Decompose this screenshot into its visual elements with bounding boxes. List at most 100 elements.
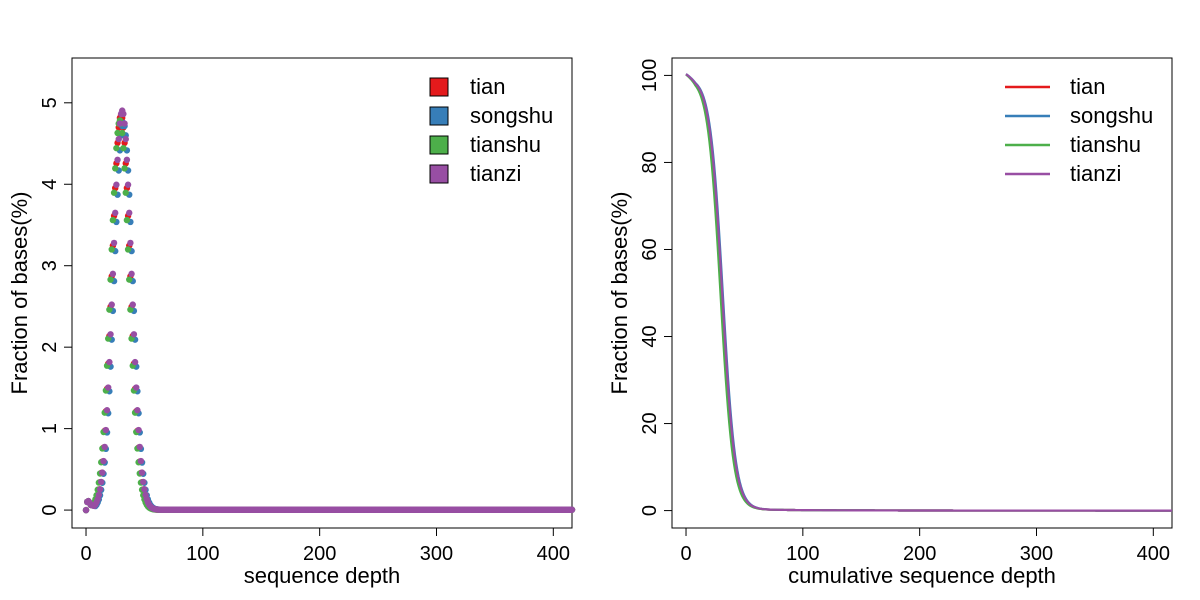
data-point <box>120 144 127 152</box>
data-point <box>124 246 132 253</box>
series-tianzi <box>82 107 576 514</box>
x-axis: 0 100 200 300 400 <box>80 527 570 565</box>
y-axis: 0 20 40 60 80 100 <box>639 59 673 516</box>
legend-swatch <box>429 106 449 126</box>
data-point <box>123 156 131 163</box>
data-point <box>96 486 104 493</box>
y-axis: 0 1 2 3 4 5 <box>39 97 73 516</box>
data-point <box>127 239 134 247</box>
y-tick-label: 0 <box>39 505 61 516</box>
data-point <box>109 216 117 224</box>
x-tick-label: 100 <box>186 543 219 565</box>
x-tick-label: 200 <box>903 543 936 565</box>
data-point <box>116 120 124 127</box>
data-point <box>113 181 120 188</box>
y-tick-label: 3 <box>39 260 61 271</box>
plot-frame <box>71 57 573 529</box>
data-point <box>108 246 115 253</box>
data-point <box>131 358 139 366</box>
y-tick-label: 2 <box>39 342 61 353</box>
x-axis-label: sequence depth <box>244 563 401 588</box>
x-tick-label: 300 <box>1020 543 1053 565</box>
data-point <box>103 407 111 414</box>
data-point <box>107 331 114 338</box>
legend-label: songshu <box>1070 103 1153 128</box>
y-axis-label: Fraction of bases(%) <box>7 192 32 395</box>
data-point <box>82 506 90 514</box>
x-axis-label: cumulative sequence depth <box>788 563 1056 588</box>
y-tick-label: 4 <box>39 179 61 190</box>
y-tick-label: 60 <box>639 238 661 260</box>
legend-label: tianzi <box>1070 161 1121 186</box>
data-point <box>113 144 120 152</box>
data-point <box>112 165 119 172</box>
y-tick-label: 100 <box>639 59 661 92</box>
y-tick-label: 20 <box>639 412 661 434</box>
data-point <box>568 506 576 513</box>
data-point <box>110 239 118 247</box>
legend-label: tianzi <box>470 161 521 186</box>
data-point <box>121 165 128 172</box>
data-point <box>107 276 114 283</box>
legend-label: songshu <box>470 103 553 128</box>
x-tick-label: 0 <box>80 543 91 565</box>
legend-label: tian <box>470 74 505 99</box>
data-point <box>99 469 106 476</box>
legend-swatch <box>429 77 449 97</box>
data-point <box>109 270 117 278</box>
data-point <box>138 469 146 476</box>
data-point <box>137 457 145 465</box>
data-point <box>108 301 115 308</box>
data-point <box>102 426 110 434</box>
data-point <box>100 457 107 465</box>
data-points <box>82 107 576 514</box>
data-point <box>101 443 108 451</box>
legend-swatch <box>429 135 449 155</box>
y-axis-label: Fraction of bases(%) <box>607 192 632 395</box>
data-point <box>123 216 131 224</box>
x-tick-label: 0 <box>680 543 691 565</box>
data-point <box>95 491 103 499</box>
legend-swatch <box>429 164 449 184</box>
x-tick-label: 100 <box>786 543 819 565</box>
data-point <box>140 478 147 486</box>
legend-label: tian <box>1070 74 1105 99</box>
series-line-tianzi <box>685 73 1172 512</box>
x-axis: 0 100 200 300 400 <box>680 527 1170 565</box>
data-point <box>121 120 128 127</box>
y-tick-label: 0 <box>639 505 661 516</box>
y-tick-label: 40 <box>639 325 661 347</box>
data-point <box>136 443 143 451</box>
data-lines <box>685 73 1172 512</box>
y-tick-label: 80 <box>639 151 661 173</box>
data-point <box>126 209 133 217</box>
data-point <box>135 426 142 434</box>
data-point <box>119 129 126 137</box>
data-point <box>112 209 119 217</box>
data-point <box>133 384 140 391</box>
legend-label: tianshu <box>1070 132 1141 157</box>
data-point <box>114 156 121 163</box>
x-tick-label: 400 <box>537 543 570 565</box>
y-tick-label: 1 <box>39 423 61 434</box>
x-tick-label: 400 <box>1137 543 1170 565</box>
y-tick-label: 5 <box>39 97 61 108</box>
data-point <box>122 135 129 143</box>
x-tick-label: 300 <box>420 543 453 565</box>
data-point <box>127 306 134 313</box>
data-point <box>115 135 122 143</box>
data-point <box>134 407 141 414</box>
data-point <box>110 189 118 196</box>
data-point <box>98 478 105 486</box>
plot-frame <box>671 57 1173 529</box>
data-point <box>124 181 132 188</box>
data-point <box>141 486 148 493</box>
depth-distribution-chart: 0 100 200 300 400 0 1 2 3 4 5 sequence depth Frac… <box>7 57 576 588</box>
x-tick-label: 200 <box>303 543 336 565</box>
legend-label: tianshu <box>470 132 541 157</box>
data-point <box>106 358 113 366</box>
data-point <box>120 110 127 118</box>
data-point <box>114 129 121 137</box>
legend: tian songshu tianshu tianzi <box>429 74 553 186</box>
data-point <box>106 306 113 313</box>
